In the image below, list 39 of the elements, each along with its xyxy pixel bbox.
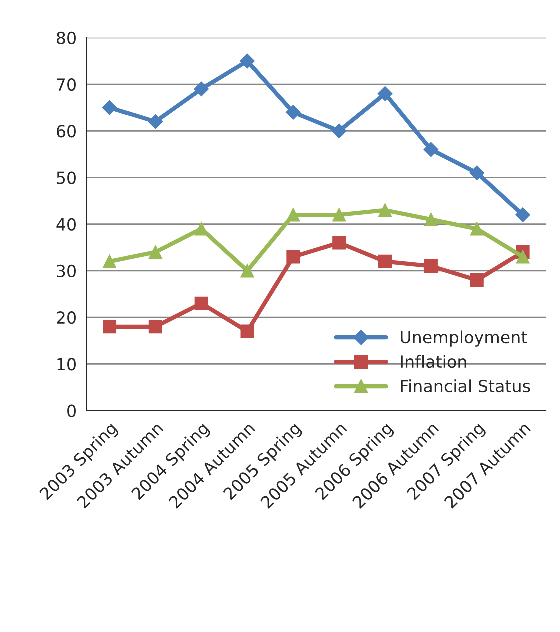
- point: [240, 54, 255, 69]
- point: [332, 208, 346, 222]
- point: [148, 246, 162, 260]
- point: [102, 320, 117, 334]
- point: [424, 142, 439, 158]
- point: [378, 86, 393, 102]
- y-tick-label: 70: [57, 78, 76, 92]
- point: [516, 208, 530, 222]
- point: [378, 254, 392, 268]
- point: [424, 212, 438, 226]
- point: [102, 254, 117, 268]
- point: [516, 250, 530, 264]
- point: [102, 100, 118, 116]
- y-tick-label: 20: [57, 312, 76, 324]
- y-tick-label: 50: [57, 172, 76, 184]
- y-tick-label: 10: [58, 358, 76, 371]
- point: [240, 324, 254, 338]
- point: [470, 274, 484, 288]
- y-tick-label: 60: [57, 125, 76, 138]
- legend-label: Unemployment: [401, 330, 528, 347]
- legend-label: Financial Status: [401, 380, 530, 393]
- point: [424, 260, 438, 274]
- y-tick-label: 30: [57, 264, 76, 278]
- y-tick-label: 80: [57, 32, 76, 44]
- point: [286, 105, 301, 120]
- y-tick-label: 0: [68, 404, 76, 418]
- point: [332, 236, 346, 250]
- point: [286, 208, 300, 222]
- point: [240, 264, 254, 278]
- point: [194, 296, 208, 310]
- point: [470, 222, 484, 236]
- y-tick-label: 40: [56, 218, 76, 231]
- point: [332, 124, 347, 139]
- point: [378, 204, 392, 218]
- point: [148, 114, 164, 130]
- point: [286, 250, 300, 264]
- point: [194, 82, 209, 97]
- point: [470, 166, 485, 180]
- point: [148, 320, 162, 334]
